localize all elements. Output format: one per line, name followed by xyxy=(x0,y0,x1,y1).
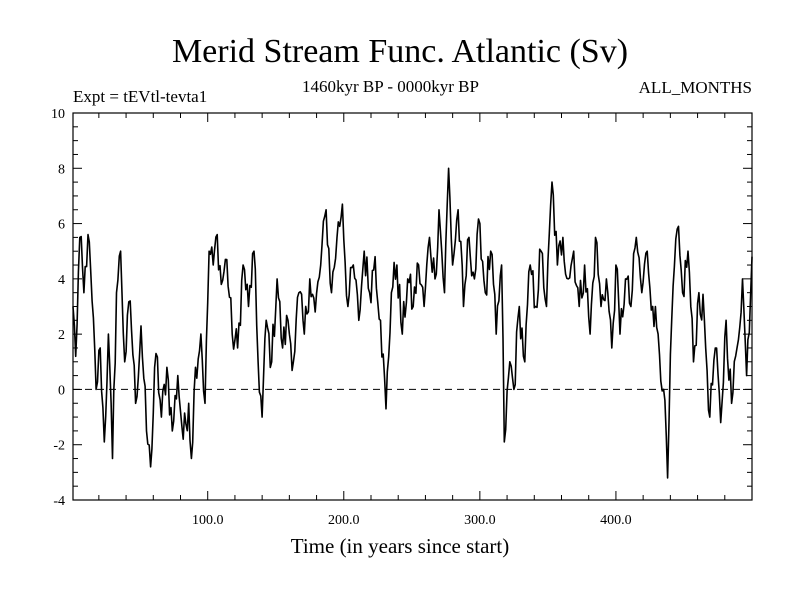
chart-title: Merid Stream Func. Atlantic (Sv) xyxy=(171,33,629,70)
y-tick-label: 8 xyxy=(58,162,65,177)
y-tick-label: 6 xyxy=(58,218,65,233)
y-tick-label: 10 xyxy=(51,107,65,122)
y-tick-label: 0 xyxy=(58,383,65,398)
x-tick-label: 100.0 xyxy=(192,513,224,528)
y-tick-label: -4 xyxy=(53,494,65,509)
series-line-0 xyxy=(72,167,753,479)
y-tick-label: 4 xyxy=(58,273,65,288)
time-range-label: 1460kyr BP - 0000kyr BP xyxy=(302,77,479,96)
experiment-label: Expt = tEVtl-tevta1 xyxy=(73,87,208,106)
x-tick-label: 400.0 xyxy=(600,513,632,528)
y-tick-label: 2 xyxy=(58,328,65,343)
months-label: ALL_MONTHS xyxy=(638,78,752,97)
x-tick-label: 200.0 xyxy=(328,513,360,528)
y-tick-label: -2 xyxy=(53,439,65,454)
x-axis-label: Time (in years since start) xyxy=(290,534,510,558)
x-tick-label: 300.0 xyxy=(464,513,496,528)
